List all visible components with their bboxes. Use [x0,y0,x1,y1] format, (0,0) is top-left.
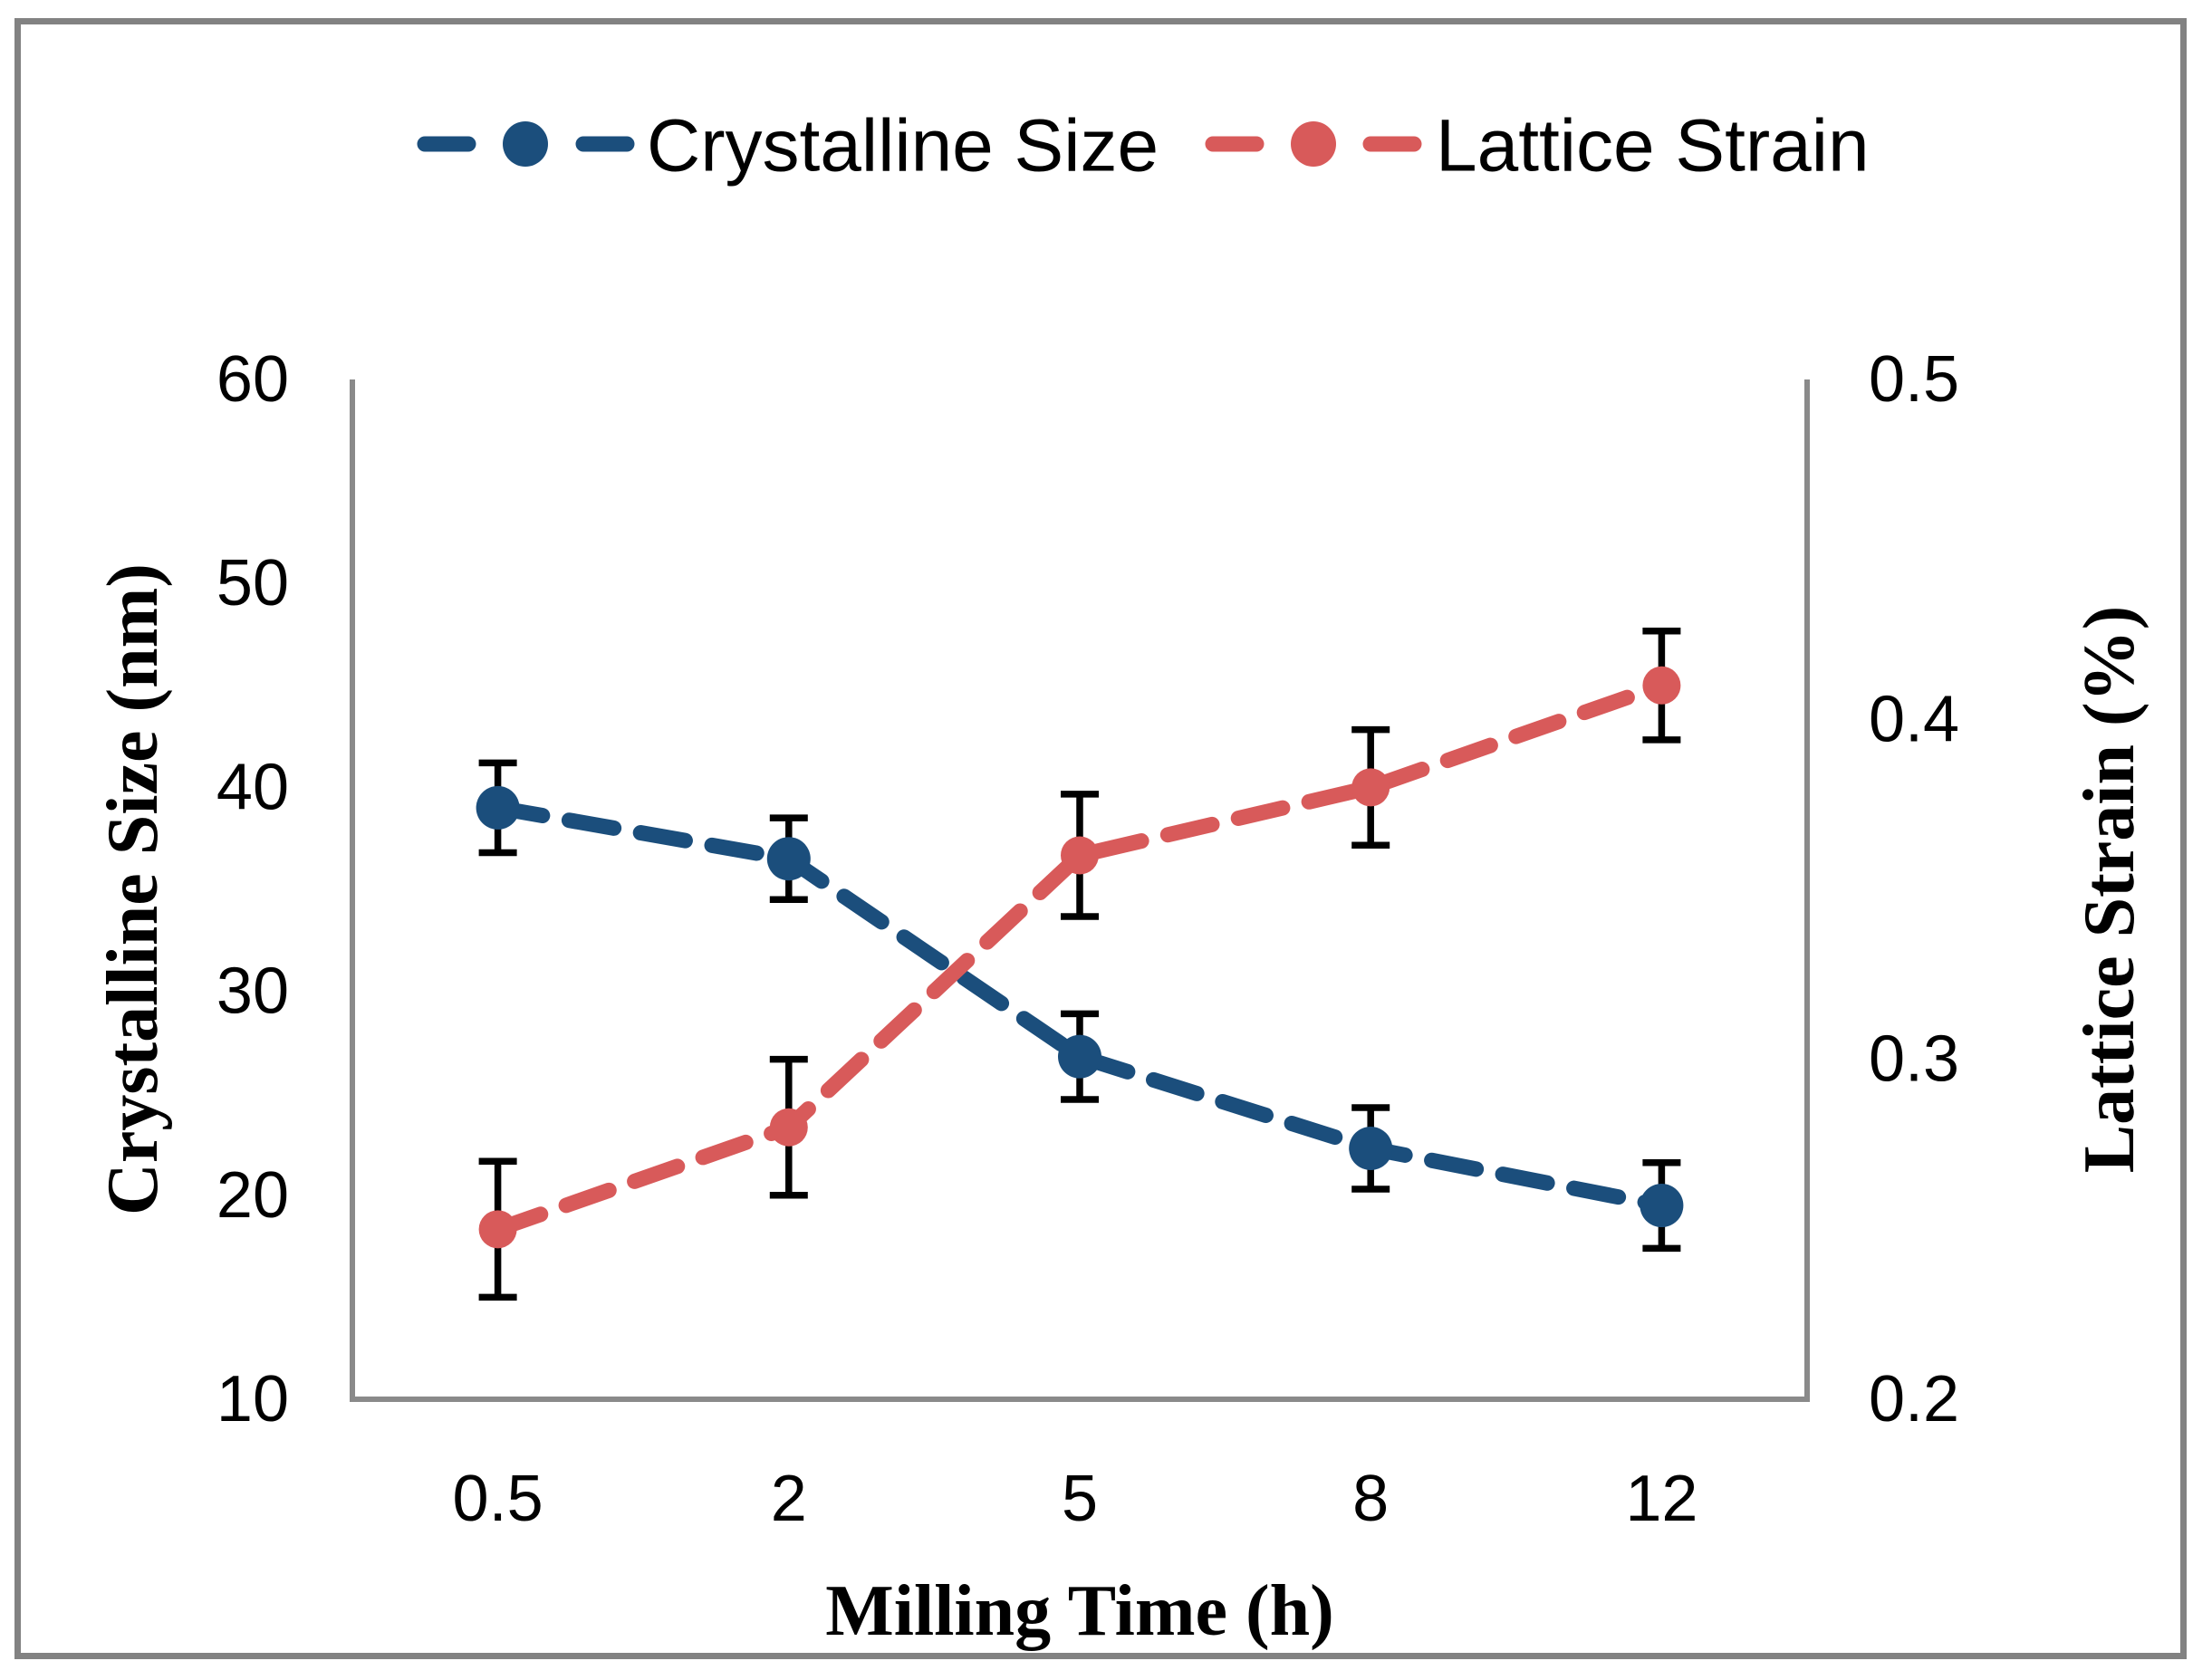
legend-label: Lattice Strain [1436,105,1870,187]
x-tick-label: 2 [771,1463,807,1535]
x-tick-label: 12 [1625,1463,1697,1535]
y-left-tick-label: 50 [216,547,289,619]
chart-canvas: 10 20 30 40 50 60 0.2 0.3 0.4 0.5 0.5 2 5 8 12 Crystall… [93,105,2149,1652]
marker-crystalline-size-point-3 [1349,1127,1393,1171]
y-right-tick-label: 0.3 [1869,1023,1959,1096]
y-left-tick-label: 10 [216,1363,289,1435]
x-tick-label: 0.5 [453,1463,543,1535]
legend-entry-crystalline-size: Crystalline Size [417,105,1159,187]
marker-crystalline-size-point-0 [476,785,520,830]
y-right-tick-label: 0.4 [1869,683,1959,755]
axis-title-right: Lattice Strain (%) [2070,606,2149,1174]
legend-entry-lattice-strain: Lattice Strain [1205,105,1870,187]
y-left-tick-label: 30 [216,955,289,1028]
marker-crystalline-size-point-2 [1058,1034,1101,1079]
marker-lattice-strain-point-4 [1642,666,1681,705]
series-line-lattice-strain [490,677,1669,1237]
y-left-tick-label: 20 [216,1159,289,1232]
legend-label: Crystalline Size [647,105,1159,187]
marker-crystalline-size-point-1 [766,837,811,881]
legend-marker-icon [1291,121,1336,167]
x-tick-label: 5 [1062,1463,1098,1535]
marker-lattice-strain-point-2 [1061,836,1099,875]
x-tick-label: 8 [1352,1463,1389,1535]
marker-lattice-strain-point-3 [1351,768,1390,807]
marker-lattice-strain-point-1 [769,1108,808,1147]
axis-title-x: Milling Time (h) [825,1571,1334,1651]
y-left-tick-label: 40 [216,751,289,823]
y-right-tick-label: 0.5 [1869,343,1959,416]
marker-lattice-strain-point-0 [478,1210,517,1249]
marker-crystalline-size-point-4 [1640,1184,1684,1228]
axis-title-left: Crystalline Size (nm) [93,563,173,1215]
legend-marker-icon [503,121,548,167]
y-right-tick-label: 0.2 [1869,1363,1959,1435]
y-left-tick-label: 60 [216,343,289,416]
figure: 10 20 30 40 50 60 0.2 0.3 0.4 0.5 0.5 2 5 8 12 Crystall… [14,18,2187,1659]
